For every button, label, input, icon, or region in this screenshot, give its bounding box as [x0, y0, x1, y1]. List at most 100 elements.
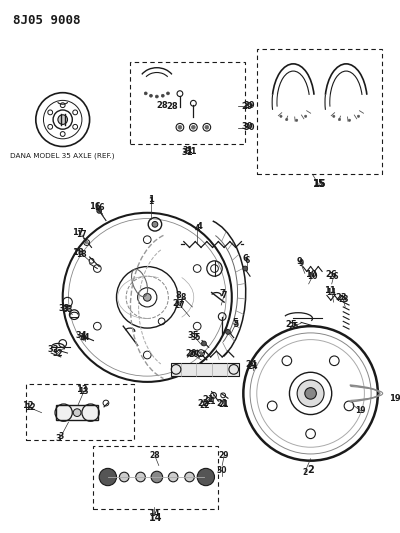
Text: 15: 15 [313, 180, 324, 189]
Text: 13: 13 [76, 385, 88, 394]
Text: 2: 2 [307, 465, 314, 475]
Text: 25: 25 [288, 322, 298, 330]
Circle shape [82, 335, 86, 340]
Text: DANA MODEL 35 AXLE (REF.): DANA MODEL 35 AXLE (REF.) [10, 153, 115, 159]
Text: 10: 10 [305, 270, 316, 279]
Text: 33: 33 [62, 305, 73, 314]
Text: 21: 21 [203, 395, 215, 403]
Circle shape [144, 294, 151, 301]
Text: 30: 30 [217, 466, 228, 475]
Text: 28: 28 [166, 102, 178, 111]
Circle shape [296, 119, 298, 122]
Text: 22: 22 [197, 400, 209, 408]
Text: 26: 26 [328, 272, 339, 281]
Text: 12: 12 [25, 403, 35, 413]
Text: 33: 33 [59, 304, 70, 313]
Circle shape [226, 329, 230, 334]
Text: 14: 14 [149, 513, 163, 523]
Text: 9: 9 [298, 259, 304, 268]
Circle shape [282, 356, 292, 366]
Text: 24: 24 [248, 362, 258, 371]
Circle shape [197, 469, 214, 486]
Text: 27: 27 [172, 298, 184, 308]
Text: 35: 35 [188, 332, 199, 340]
Text: 18: 18 [77, 249, 87, 259]
Circle shape [73, 409, 81, 416]
Text: 34: 34 [75, 332, 87, 340]
Circle shape [348, 119, 351, 122]
Circle shape [280, 115, 282, 117]
Text: 7: 7 [219, 289, 225, 298]
Circle shape [286, 118, 288, 120]
Text: 5: 5 [233, 320, 238, 329]
Text: 15: 15 [312, 179, 326, 189]
Text: 23: 23 [336, 293, 347, 302]
Text: 1: 1 [148, 197, 154, 206]
Text: 35: 35 [190, 333, 200, 342]
Text: 31: 31 [182, 148, 194, 157]
Circle shape [99, 469, 116, 486]
Text: 3: 3 [58, 432, 64, 441]
Bar [56, 405, 98, 421]
Text: 28: 28 [150, 451, 160, 461]
Text: 14: 14 [149, 509, 159, 518]
Text: 20: 20 [186, 349, 197, 358]
Text: 4: 4 [194, 224, 200, 233]
Circle shape [305, 387, 316, 399]
Circle shape [268, 401, 277, 411]
Text: 31: 31 [182, 146, 193, 155]
Circle shape [344, 401, 354, 411]
Circle shape [156, 95, 158, 98]
Circle shape [185, 472, 194, 482]
Text: 7: 7 [222, 291, 227, 300]
Text: 29: 29 [242, 102, 253, 111]
Circle shape [205, 125, 209, 129]
Circle shape [150, 94, 152, 97]
Text: 21: 21 [216, 399, 228, 408]
Text: 8: 8 [175, 291, 181, 300]
Text: 3: 3 [56, 434, 62, 443]
Text: 23: 23 [338, 295, 348, 304]
Text: 19: 19 [389, 394, 400, 403]
Text: 25: 25 [286, 320, 297, 329]
Text: 28: 28 [157, 101, 168, 110]
Bar [94, 446, 218, 508]
Circle shape [152, 221, 158, 227]
Circle shape [161, 94, 164, 97]
Text: 9: 9 [296, 257, 302, 266]
Circle shape [333, 115, 335, 117]
Text: 8J05 9008: 8J05 9008 [13, 14, 80, 27]
Text: 4: 4 [196, 222, 202, 231]
Text: 31: 31 [186, 147, 197, 156]
Text: 16: 16 [90, 201, 101, 211]
Circle shape [243, 266, 248, 271]
Text: 11: 11 [324, 286, 336, 295]
Circle shape [357, 115, 360, 117]
Text: 11: 11 [326, 288, 337, 297]
Bar [171, 362, 238, 376]
Circle shape [306, 429, 315, 439]
Text: 34: 34 [80, 333, 90, 342]
Circle shape [144, 92, 147, 95]
Circle shape [192, 125, 195, 129]
Text: 15: 15 [312, 179, 326, 189]
Text: 29: 29 [243, 101, 255, 110]
Text: 32: 32 [47, 345, 59, 354]
Text: 13: 13 [78, 387, 89, 396]
Circle shape [166, 92, 170, 95]
Text: 26: 26 [326, 270, 338, 279]
Circle shape [85, 241, 88, 244]
Circle shape [202, 341, 206, 346]
Text: 8: 8 [180, 293, 186, 302]
Bar [130, 62, 245, 143]
Bar [257, 50, 382, 174]
Text: 6: 6 [244, 256, 250, 265]
Circle shape [136, 472, 145, 482]
Text: 21: 21 [219, 400, 229, 409]
Text: 17: 17 [77, 230, 87, 239]
Circle shape [338, 118, 341, 120]
Text: 12: 12 [22, 401, 34, 410]
Text: 5: 5 [233, 318, 238, 327]
Text: 24: 24 [245, 360, 257, 369]
Circle shape [168, 472, 178, 482]
